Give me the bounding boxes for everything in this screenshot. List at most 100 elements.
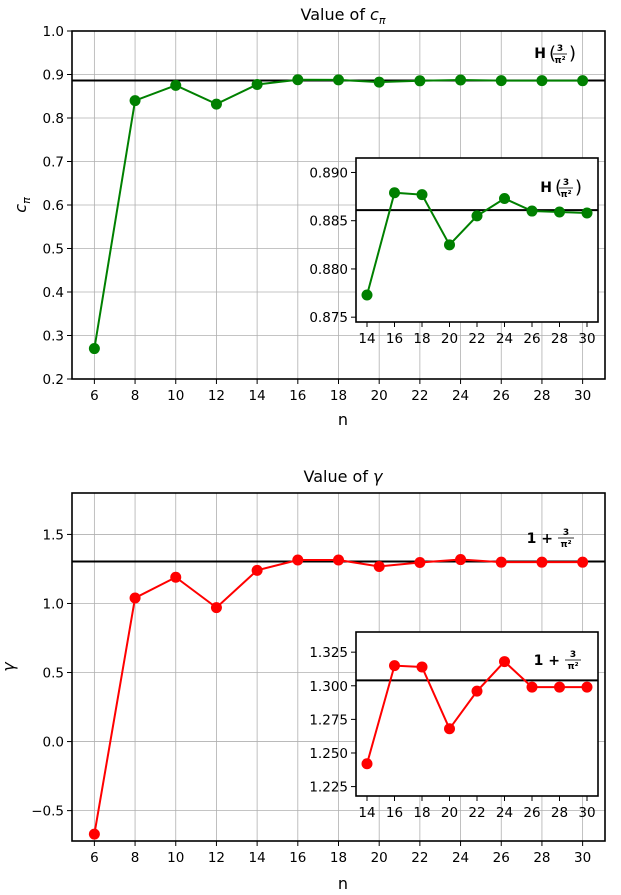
inset-x-tick-label: 26 — [523, 331, 540, 347]
inset-y-tick-label: 0.875 — [309, 310, 348, 326]
y-axis-label: cπ — [11, 197, 33, 213]
x-tick-label: 18 — [330, 388, 347, 404]
inset-series-line — [361, 656, 593, 770]
x-tick-label: 26 — [493, 850, 510, 866]
data-point — [333, 554, 344, 566]
data-point — [536, 75, 548, 87]
data-point — [129, 592, 141, 604]
x-tick-label: 6 — [90, 388, 99, 404]
inset-series-line — [361, 187, 593, 301]
x-tick-label: 14 — [249, 850, 266, 866]
data-point — [333, 74, 344, 86]
y-tick-label: −0.5 — [31, 804, 64, 820]
reference-label: H ( 3 π² ) — [534, 43, 576, 66]
x-tick-label: 22 — [411, 850, 428, 866]
data-point — [88, 343, 100, 355]
y-tick-label: 0.5 — [43, 242, 64, 258]
inset-x-ticks: 14 16 18 20 22 24 26 28 30 — [358, 796, 596, 821]
x-tick-label: 24 — [452, 388, 469, 404]
data-point — [414, 75, 426, 87]
x-tick-label: 28 — [533, 388, 550, 404]
inset-x-tick-label: 20 — [441, 331, 458, 347]
data-point — [495, 75, 507, 87]
inset-data-point — [554, 206, 565, 218]
y-axis-ticks: 0.2 0.3 0.4 0.5 0.6 0.7 0.8 0.9 1.0 — [43, 24, 72, 388]
inset-y-tick-label: 1.225 — [309, 780, 348, 796]
svg-text:3: 3 — [557, 44, 563, 54]
data-point — [170, 571, 182, 583]
inset-reference-label: H ( 3 π² ) — [540, 177, 582, 200]
x-tick-label: 20 — [371, 388, 388, 404]
inset-data-point — [526, 681, 538, 693]
inset-x-tick-label: 18 — [413, 805, 430, 821]
x-tick-label: 20 — [371, 850, 388, 866]
svg-text:(: ( — [555, 177, 562, 198]
inset-x-tick-label: 14 — [358, 331, 375, 347]
series-line — [88, 74, 589, 355]
y-tick-label: 0.4 — [43, 285, 64, 301]
inset-data-point — [444, 723, 455, 735]
data-point — [495, 556, 507, 568]
inset-x-tick-label: 24 — [496, 805, 513, 821]
data-point — [210, 98, 222, 110]
inset-y-tick-label: 1.250 — [309, 746, 348, 762]
svg-text:3: 3 — [570, 650, 576, 660]
x-tick-label: 14 — [249, 388, 266, 404]
inset-x-tick-label: 14 — [358, 805, 375, 821]
y-tick-label: 0.8 — [43, 111, 64, 127]
data-point — [292, 74, 304, 86]
svg-text:π²: π² — [554, 56, 565, 66]
y-axis-label: γ — [0, 661, 18, 672]
inset-x-tick-label: 20 — [441, 805, 458, 821]
svg-text:3: 3 — [563, 178, 569, 188]
inset-data-point — [471, 685, 483, 697]
data-point — [251, 564, 263, 576]
x-tick-label: 26 — [493, 388, 510, 404]
svg-text:1 +: 1 + — [534, 653, 560, 669]
inset-x-tick-label: 22 — [468, 805, 485, 821]
data-point — [251, 79, 263, 91]
inset-x-tick-label: 18 — [413, 331, 430, 347]
y-axis-ticks: −0.5 0.0 0.5 1.0 1.5 — [31, 527, 72, 820]
inset-reference-label: 1 + 3 π² — [534, 650, 581, 672]
svg-text:H: H — [534, 46, 546, 62]
inset-data-point — [361, 758, 373, 770]
svg-text:π²: π² — [560, 190, 571, 200]
x-axis-label: n — [338, 410, 348, 429]
data-point — [577, 556, 589, 568]
inset-x-tick-label: 30 — [578, 805, 595, 821]
inset-data-point — [416, 661, 428, 673]
inset-data-point — [581, 207, 593, 219]
x-tick-label: 24 — [452, 850, 469, 866]
data-point — [170, 79, 182, 91]
inset-data-point — [554, 681, 565, 693]
inset-x-tick-label: 26 — [523, 805, 540, 821]
data-point — [88, 828, 100, 840]
inset-x-tick-label: 16 — [386, 805, 403, 821]
inset-x-tick-label: 28 — [551, 805, 568, 821]
svg-text:3: 3 — [563, 528, 569, 538]
x-tick-label: 8 — [131, 388, 140, 404]
svg-text:π²: π² — [560, 540, 571, 550]
inset-y-tick-label: 1.325 — [309, 645, 348, 661]
inset-y-ticks: 0.875 0.880 0.885 0.890 — [309, 165, 356, 326]
inset-x-tick-label: 24 — [496, 331, 513, 347]
inset-data-point — [389, 187, 400, 199]
x-axis-ticks: 6 8 10 12 14 16 18 20 22 24 26 28 30 — [90, 379, 591, 404]
data-point — [455, 554, 467, 566]
y-tick-label: 0.2 — [43, 372, 64, 388]
inset-background — [356, 158, 598, 322]
x-tick-label: 10 — [167, 850, 184, 866]
x-axis-ticks: 6 8 10 12 14 16 18 20 22 24 26 28 30 — [90, 841, 591, 866]
x-tick-label: 6 — [90, 850, 99, 866]
inset-y-tick-label: 1.300 — [309, 679, 348, 695]
chart-gamma: Value of γ −0.5 0.0 0.5 1.0 1.5 6 8 10 12 14 16 18… — [0, 467, 606, 893]
x-tick-label: 8 — [131, 850, 140, 866]
inset-y-tick-label: 0.885 — [309, 214, 348, 230]
x-tick-label: 18 — [330, 850, 347, 866]
inset-y-tick-label: 0.880 — [309, 262, 348, 278]
data-point — [577, 75, 589, 87]
y-tick-label: 1.0 — [43, 24, 64, 40]
x-tick-label: 30 — [574, 850, 591, 866]
